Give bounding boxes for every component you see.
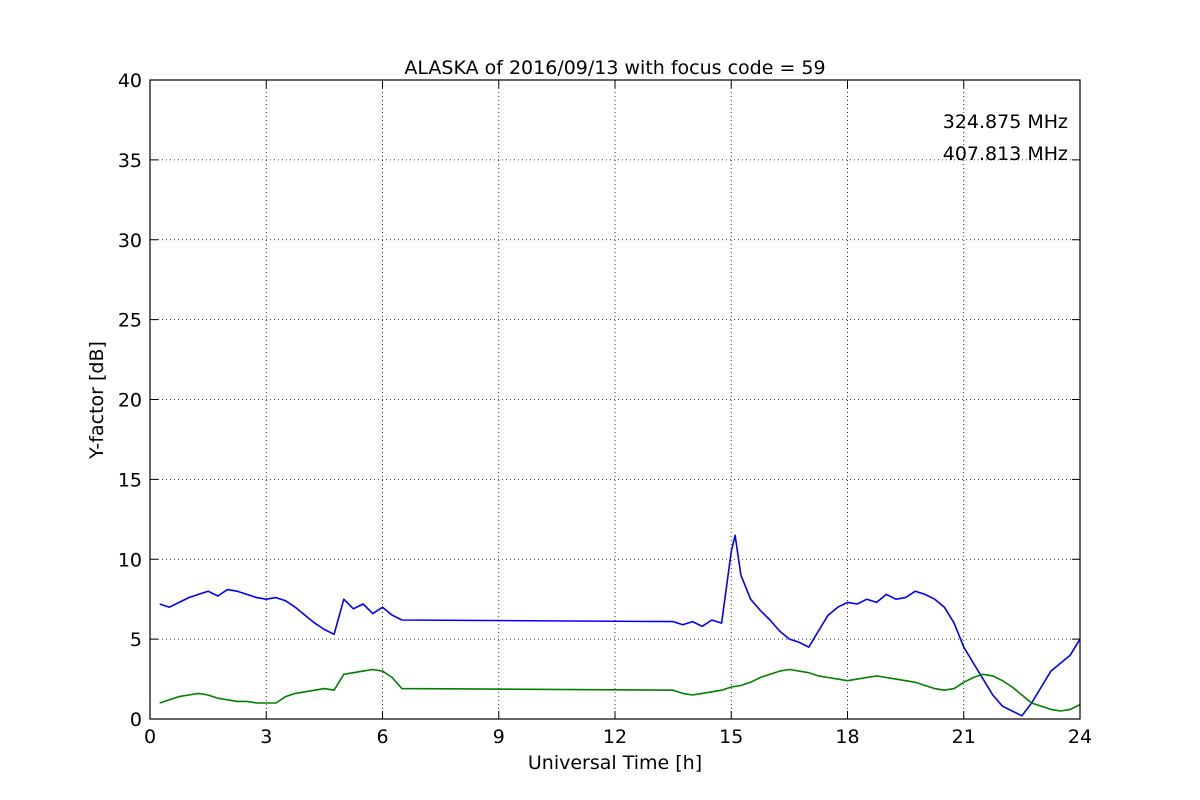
x-tick-label: 9 — [493, 726, 505, 748]
y-tick-label: 15 — [118, 469, 142, 491]
x-tick-label: 6 — [376, 726, 388, 748]
y-tick-label: 0 — [130, 709, 142, 731]
y-tick-label: 30 — [118, 230, 142, 252]
series-layer — [159, 534, 1081, 717]
grid — [150, 80, 1080, 719]
series-line-2 — [159, 668, 1081, 712]
chart-title: ALASKA of 2016/09/13 with focus code = 5… — [404, 57, 825, 79]
x-tick-label: 12 — [603, 726, 627, 748]
legend-entry-1: 324.875 MHz — [943, 111, 1068, 133]
x-tick-label: 0 — [144, 726, 156, 748]
x-tick-label: 15 — [719, 726, 743, 748]
x-tick-label: 24 — [1068, 726, 1092, 748]
x-tick-label: 3 — [260, 726, 272, 748]
y-tick-label: 25 — [118, 310, 142, 332]
y-axis-label: Y-factor [dB] — [86, 341, 108, 460]
legend-entry-2: 407.813 MHz — [943, 143, 1068, 165]
ticks: 0 3 6 9 12 15 18 21 24 0 5 10 15 20 25 30 35 40 — [118, 70, 1092, 748]
x-axis-label: Universal Time [h] — [528, 752, 702, 774]
y-tick-label: 10 — [118, 549, 142, 571]
y-tick-label: 20 — [118, 390, 142, 412]
y-tick-label: 40 — [118, 70, 142, 92]
x-tick-label: 21 — [952, 726, 976, 748]
series-line-1 — [159, 534, 1081, 717]
x-tick-label: 18 — [835, 726, 859, 748]
legend: 324.875 MHz 407.813 MHz — [943, 111, 1068, 165]
y-tick-label: 5 — [130, 629, 142, 651]
y-tick-label: 35 — [118, 150, 142, 172]
